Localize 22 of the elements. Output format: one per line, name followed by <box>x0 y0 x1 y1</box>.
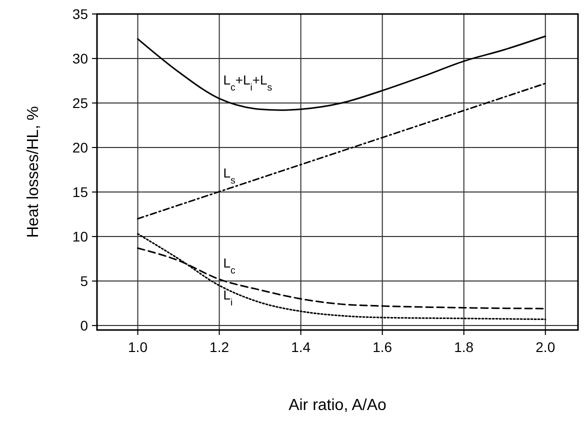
y-tick-label: 5 <box>80 273 88 290</box>
y-tick-label: 20 <box>72 140 88 156</box>
y-tick-label: 35 <box>72 6 88 22</box>
line-series <box>137 36 546 111</box>
x-tick-label: 1.2 <box>210 339 230 355</box>
y-tick-label: 30 <box>72 50 88 67</box>
series-label: L$_{s}$ <box>223 166 236 186</box>
y-tick-label: 15 <box>72 184 88 200</box>
series-label: L$_{i}$ <box>223 287 233 308</box>
y-tick-label: 25 <box>72 95 88 112</box>
y-axis-title: Heat losses/HL, % <box>25 106 42 238</box>
x-tick-label: 1.0 <box>128 339 148 355</box>
line-series <box>137 233 546 320</box>
x-tick-label: 1.6 <box>372 339 392 355</box>
y-tick-label: 10 <box>72 228 88 245</box>
x-tick-label: 1.4 <box>291 339 311 355</box>
series-label: L$_{c}$+L$_{i}$+L$_{s}$ <box>223 72 272 94</box>
x-tick-label: 1.8 <box>454 339 474 355</box>
y-tick-label: 0 <box>80 318 88 334</box>
series-label: L$_{c}$ <box>223 255 236 276</box>
x-tick-label: 2.0 <box>536 339 556 355</box>
x-axis-title: Air ratio, A/Ao <box>288 397 387 414</box>
